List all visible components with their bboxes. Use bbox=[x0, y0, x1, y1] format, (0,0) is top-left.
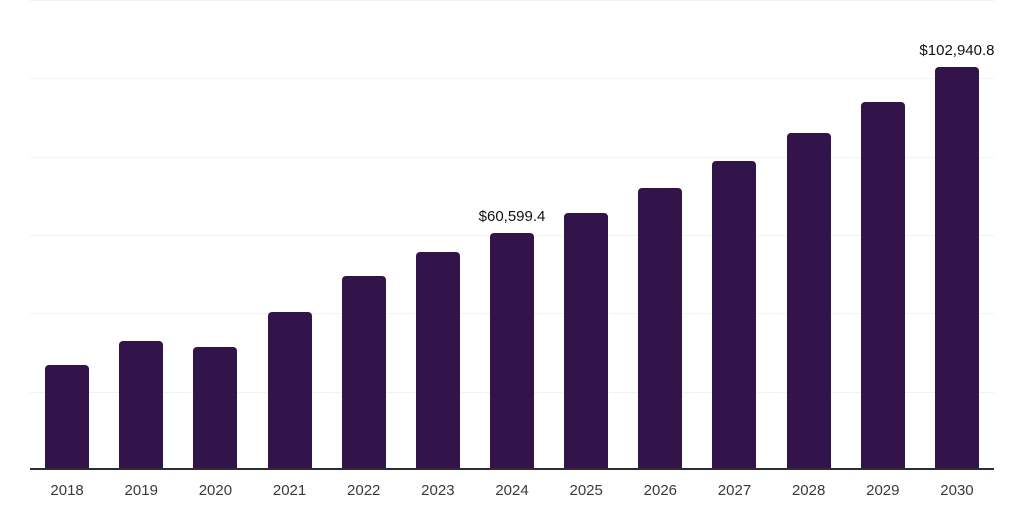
bar-2023 bbox=[415, 252, 460, 470]
bar-2024 bbox=[490, 232, 535, 470]
x-tick-2024: 2024 bbox=[495, 482, 529, 499]
bar-column-2020 bbox=[178, 0, 252, 470]
gridline-100000 bbox=[30, 78, 994, 80]
x-tick-2030: 2030 bbox=[940, 482, 974, 499]
bar-column-2027 bbox=[697, 0, 771, 470]
x-tick-2026: 2026 bbox=[643, 482, 678, 499]
x-tick-2018: 2018 bbox=[50, 482, 84, 499]
bar-2020 bbox=[193, 347, 238, 470]
bar-column-2029 bbox=[846, 0, 920, 470]
bar-2022 bbox=[341, 275, 386, 470]
bar-column-2025 bbox=[549, 0, 623, 470]
bar-column-2028 bbox=[772, 0, 846, 470]
x-tick-2028: 2028 bbox=[791, 482, 826, 499]
x-axis-line bbox=[30, 468, 994, 470]
x-tick-2029: 2029 bbox=[866, 482, 900, 499]
bar-value-label-2030: $102,940.8 bbox=[919, 41, 995, 59]
bar-column-2022 bbox=[327, 0, 401, 470]
bar-2025 bbox=[564, 212, 609, 470]
bar-2029 bbox=[860, 101, 905, 470]
bar-2018 bbox=[45, 365, 90, 470]
x-tick-2021: 2021 bbox=[272, 482, 307, 499]
bar-column-2024: $60,599.4 bbox=[475, 0, 549, 470]
bar-series: $60,599.4 $102,940.8 bbox=[30, 0, 994, 470]
gridline-80000 bbox=[30, 156, 994, 158]
bar-2019 bbox=[119, 340, 164, 470]
bar-column-2019 bbox=[104, 0, 178, 470]
bar-column-2018 bbox=[30, 0, 104, 470]
bar-column-2030: $102,940.8 bbox=[919, 0, 995, 470]
bar-value-label-2024: $60,599.4 bbox=[478, 207, 546, 225]
plot-area: $60,599.4 $102,940.8 bbox=[30, 0, 994, 470]
x-tick-2027: 2027 bbox=[717, 482, 752, 499]
bar-column-2021 bbox=[252, 0, 326, 470]
x-tick-2023: 2023 bbox=[421, 482, 455, 499]
x-tick-2022: 2022 bbox=[347, 482, 381, 499]
bar-2027 bbox=[712, 161, 757, 470]
bar-2030 bbox=[934, 66, 979, 470]
gridline-120000 bbox=[30, 0, 994, 1]
bar-2028 bbox=[786, 132, 831, 470]
x-axis-tick-labels: 2018 2019 2020 2021 2022 2023 2024 2025 2026 2027… bbox=[30, 481, 994, 501]
bar-2021 bbox=[267, 312, 312, 470]
bar-column-2026 bbox=[623, 0, 697, 470]
bar-2026 bbox=[638, 188, 683, 470]
bar-column-2023 bbox=[401, 0, 475, 470]
x-tick-2020: 2020 bbox=[198, 482, 233, 499]
x-tick-2019: 2019 bbox=[124, 482, 158, 499]
x-tick-2025: 2025 bbox=[569, 482, 603, 499]
